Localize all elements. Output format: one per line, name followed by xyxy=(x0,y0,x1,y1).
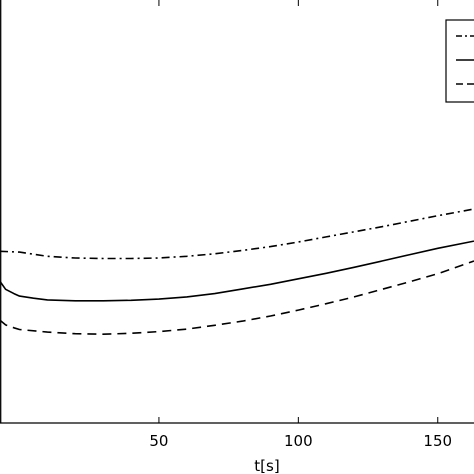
series-line-dashed xyxy=(0,260,474,336)
series-layer xyxy=(0,208,474,336)
legend xyxy=(445,19,474,103)
x-tick-label: 150 xyxy=(423,432,452,450)
series-line-dash-dot xyxy=(0,208,474,260)
x-tick-label: 50 xyxy=(149,432,168,450)
plot-frame xyxy=(0,0,474,424)
x-axis-label: t[s] xyxy=(254,457,279,474)
series-line-solid xyxy=(0,240,474,302)
legend-box xyxy=(445,19,474,103)
x-tick-label: 100 xyxy=(284,432,313,450)
x-axis-ticks: 50 100 150 xyxy=(149,0,452,450)
